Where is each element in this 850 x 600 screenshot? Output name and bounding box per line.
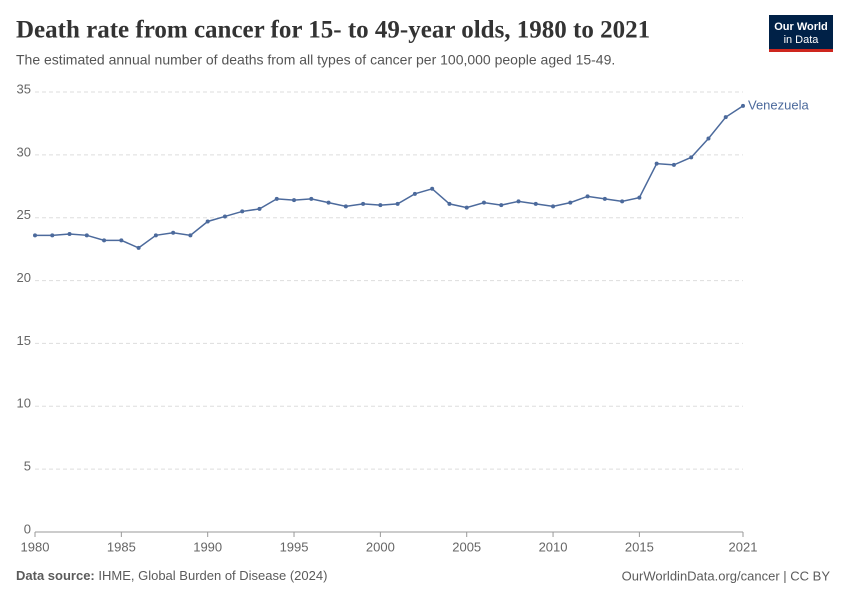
point [240,209,245,214]
point [378,203,383,208]
point [84,233,89,238]
point [637,195,642,200]
y-tick-label: 35 [17,81,31,96]
y-tick-label: 5 [24,459,31,474]
point [188,233,193,238]
point [67,232,72,237]
point [257,206,262,211]
x-tick-label: 2015 [625,539,654,554]
point [136,245,141,250]
point [309,196,314,201]
point [153,233,158,238]
point [741,103,745,108]
x-tick-label: 1980 [21,539,50,554]
logo-text: Our World [774,21,828,33]
point [326,200,331,205]
point [274,196,279,201]
footer-link[interactable]: OurWorldinData.org/cancer | CC BY [622,568,831,583]
x-tick-label: 2021 [729,539,758,554]
point [620,199,625,204]
point [205,219,210,224]
point [481,200,486,205]
point [551,204,556,209]
x-tick-label: 2005 [452,539,481,554]
point [102,238,107,243]
point [516,199,521,204]
x-tick-label: 1985 [107,539,136,554]
logo-bar [769,49,833,52]
point [222,214,227,219]
point [568,200,573,205]
point [447,201,452,206]
chart-title: Death rate from cancer for 15- to 49-yea… [16,17,650,44]
point [50,233,55,238]
point [602,196,607,201]
point [723,115,728,120]
point [430,186,435,191]
point [361,201,366,206]
point [533,201,538,206]
y-tick-label: 25 [17,207,31,222]
logo-text: in Data [784,34,820,46]
point [585,194,590,199]
x-tick-label: 1995 [280,539,309,554]
point [464,205,469,210]
y-tick-label: 30 [17,144,31,159]
point [343,204,348,209]
y-tick-label: 10 [17,396,31,411]
source-text: IHME, Global Burden of Disease (2024) [98,568,327,583]
logo[interactable]: Our World in Data [769,15,833,52]
x-tick-label: 1990 [193,539,222,554]
line [35,105,744,249]
logo-box [769,15,833,52]
point [119,238,124,243]
y-tick-label: 0 [24,521,31,536]
chart-subtitle: The estimated annual number of deaths fr… [16,52,615,68]
x-tick-label: 2000 [366,539,395,554]
source: Data source: IHME, Global Burden of Dise… [16,568,327,583]
point [654,161,659,166]
point [412,191,417,196]
point [292,198,297,203]
point [671,162,676,167]
source-label: Data source: [16,568,95,583]
point [171,230,176,235]
y-tick-label: 20 [17,270,31,285]
point [689,155,694,160]
series-label: Venezuela [748,97,809,112]
y-tick-label: 15 [17,333,31,348]
point [706,136,711,141]
x-tick-label: 2010 [539,539,568,554]
point [499,203,504,208]
point [33,233,37,238]
point [395,201,400,206]
